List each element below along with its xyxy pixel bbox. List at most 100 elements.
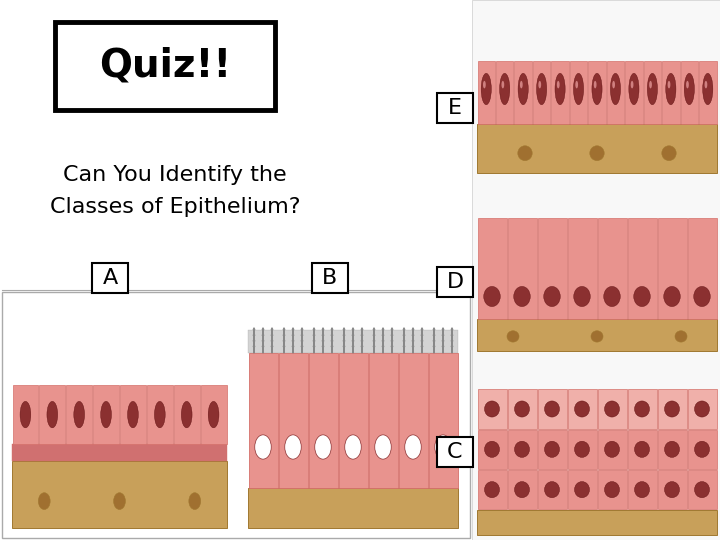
FancyArrow shape <box>301 328 302 353</box>
Text: Classes of Epithelium?: Classes of Epithelium? <box>50 197 300 217</box>
Bar <box>40 385 66 444</box>
Ellipse shape <box>515 401 529 417</box>
Ellipse shape <box>695 401 709 417</box>
FancyArrow shape <box>361 339 363 353</box>
FancyArrow shape <box>331 345 333 353</box>
Ellipse shape <box>703 73 713 105</box>
Ellipse shape <box>101 401 112 428</box>
FancyArrow shape <box>361 345 363 353</box>
Ellipse shape <box>38 492 50 510</box>
FancyArrow shape <box>421 339 423 353</box>
FancyArrow shape <box>283 345 284 353</box>
Text: D: D <box>446 272 464 292</box>
Bar <box>477 510 717 535</box>
Ellipse shape <box>573 73 584 105</box>
FancyArrow shape <box>373 328 374 353</box>
FancyArrow shape <box>331 333 333 353</box>
Bar <box>538 430 567 469</box>
FancyArrow shape <box>283 328 284 353</box>
Ellipse shape <box>127 401 138 428</box>
Ellipse shape <box>544 441 559 457</box>
FancyArrow shape <box>391 339 392 353</box>
FancyArrow shape <box>271 345 273 353</box>
FancyArrow shape <box>292 333 294 353</box>
Bar <box>201 385 227 444</box>
Bar <box>657 389 686 429</box>
Text: Can You Identify the: Can You Identify the <box>63 165 287 185</box>
Bar <box>369 353 397 488</box>
FancyArrow shape <box>313 333 315 353</box>
Bar <box>662 61 680 124</box>
Bar <box>607 61 624 124</box>
Bar <box>398 353 428 488</box>
Ellipse shape <box>405 435 421 459</box>
Bar <box>680 61 698 124</box>
Ellipse shape <box>515 482 529 498</box>
Bar <box>628 470 657 509</box>
Ellipse shape <box>189 492 201 510</box>
Text: Quiz!!: Quiz!! <box>99 47 231 85</box>
FancyArrow shape <box>451 339 453 353</box>
Ellipse shape <box>605 441 619 457</box>
FancyArrow shape <box>433 339 435 353</box>
Bar <box>628 430 657 469</box>
FancyArrow shape <box>421 328 423 353</box>
Bar <box>538 470 567 509</box>
Ellipse shape <box>481 73 491 105</box>
FancyArrow shape <box>391 328 392 353</box>
Ellipse shape <box>557 81 559 89</box>
FancyArrow shape <box>253 345 255 353</box>
FancyArrow shape <box>413 328 414 353</box>
Ellipse shape <box>518 73 528 105</box>
Bar <box>312 263 348 293</box>
Bar <box>428 353 457 488</box>
Ellipse shape <box>675 330 687 342</box>
FancyArrow shape <box>361 328 363 353</box>
Bar <box>93 385 119 444</box>
Text: C: C <box>447 442 463 462</box>
FancyArrow shape <box>373 333 374 353</box>
Bar <box>477 124 717 173</box>
Bar <box>477 470 506 509</box>
Ellipse shape <box>555 73 565 105</box>
Text: B: B <box>323 268 338 288</box>
Ellipse shape <box>664 286 680 307</box>
Bar <box>644 61 661 124</box>
Bar <box>472 0 720 540</box>
Bar <box>699 61 716 124</box>
FancyArrow shape <box>343 345 345 353</box>
Bar <box>514 61 532 124</box>
Bar <box>688 218 716 319</box>
Ellipse shape <box>705 81 707 89</box>
FancyArrow shape <box>352 339 354 353</box>
Bar <box>2 292 470 538</box>
Bar <box>279 353 307 488</box>
Bar <box>477 61 495 124</box>
FancyArrow shape <box>352 333 354 353</box>
Bar <box>598 218 626 319</box>
FancyArrow shape <box>313 328 315 353</box>
FancyArrow shape <box>262 345 264 353</box>
Bar <box>657 470 686 509</box>
Ellipse shape <box>114 492 125 510</box>
Ellipse shape <box>634 482 649 498</box>
Ellipse shape <box>591 330 603 342</box>
FancyArrow shape <box>301 333 302 353</box>
FancyArrow shape <box>301 345 302 353</box>
Ellipse shape <box>507 330 519 342</box>
FancyArrow shape <box>373 339 374 353</box>
Ellipse shape <box>604 286 620 307</box>
FancyArrow shape <box>253 339 255 353</box>
Ellipse shape <box>514 286 530 307</box>
FancyArrow shape <box>352 328 354 353</box>
Bar <box>248 488 458 528</box>
Ellipse shape <box>315 435 331 459</box>
Ellipse shape <box>605 401 619 417</box>
Bar <box>66 385 92 444</box>
FancyArrow shape <box>451 333 453 353</box>
Bar <box>12 444 227 461</box>
FancyArrow shape <box>271 339 273 353</box>
Ellipse shape <box>605 482 619 498</box>
Ellipse shape <box>544 401 559 417</box>
Ellipse shape <box>575 81 578 89</box>
